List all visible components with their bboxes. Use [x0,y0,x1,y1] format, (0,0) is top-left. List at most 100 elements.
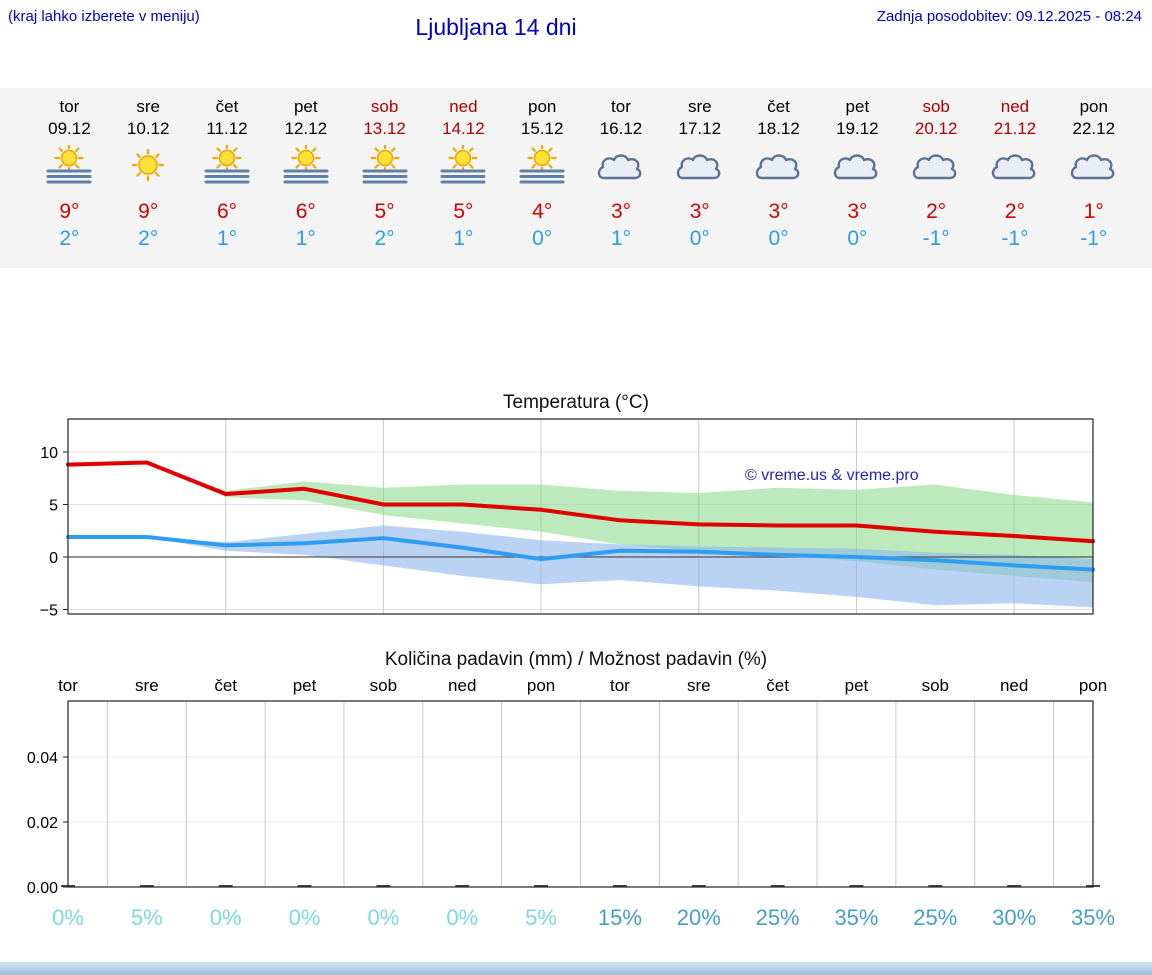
precip-probability: 0% [367,905,399,930]
cloud-icon [1054,145,1133,187]
temp-max: 2° [926,200,947,223]
precip-bar [612,885,627,887]
plot-border [67,700,1094,888]
forecast-day: sob 13.12 5° 2° [345,88,424,268]
temp-min: 0° [532,227,553,250]
day-date: 17.12 [678,119,722,138]
precip-day-label: sre [135,676,159,695]
y-tick-label: 5 [49,498,58,515]
precip-probability: 0% [446,905,478,930]
sun-over-fog-icon [266,145,345,187]
day-date: 16.12 [599,119,643,138]
precip-day-label: ned [448,676,476,695]
day-name: sre [136,97,160,116]
precip-chart: tor sre čet pet sob ned pon tor sre čet pet sob ned p… [27,676,1115,930]
page-title: Ljubljana 14 dni [415,14,577,40]
temp-min: -1° [922,227,950,250]
y-tick-label: 0.02 [27,815,58,832]
day-date: 21.12 [993,119,1037,138]
temp-max: 1° [1083,200,1104,223]
cloud-icon [818,145,897,187]
day-date: 14.12 [442,119,485,138]
precip-bar [139,885,154,887]
temp-max: 3° [610,200,632,223]
max-temp-line [66,460,1095,544]
day-date: 11.12 [206,119,248,138]
sun-over-fog-icon [424,145,503,187]
precip-probability: 35% [1071,905,1115,930]
precip-probability: 25% [756,905,800,930]
temp-max: 9° [59,200,80,223]
y-tick-label: 10 [40,445,58,462]
precip-day-label: pet [845,676,869,695]
day-date: 19.12 [836,119,879,138]
precip-day-label: tor [610,676,630,695]
forecast-day: pet 19.12 3° 0° [818,88,897,268]
precip-day-label: pon [527,676,555,695]
forecast-day: pon 22.12 1° -1° [1054,88,1133,268]
precip-day-label: tor [58,676,78,695]
precip-day-label: čet [766,676,789,695]
precip-bar [376,885,391,887]
y-tick-label: −5 [40,603,58,620]
temp-max: 6° [295,200,316,223]
day-name: pet [293,97,318,116]
forecast-day: sre 10.12 9° 2° [109,88,188,268]
cloud-icon [739,145,818,187]
forecast-day: tor 16.12 3° 1° [582,88,661,268]
y-tick-label: 0.04 [27,750,58,767]
temp-max: 3° [847,200,868,223]
day-name: čet [767,97,790,116]
sun-over-fog-icon [30,145,109,187]
temp-min: 1° [453,227,474,250]
temp-max: 3° [768,200,789,223]
temperature-chart-title: Temperatura (°C) [503,392,649,413]
precip-probability: 30% [992,905,1036,930]
cloud-icon [582,145,661,187]
menu-hint: (kraj lahko izberete v meniju) [8,8,200,25]
temperature-chart: −5 0 5 10 © vreme.us & vreme.pro [40,418,1095,620]
forecast-day: sob 20.12 2° -1° [897,88,976,268]
min-temp-range-band [68,525,1093,608]
precip-probability: 0% [52,905,84,930]
precip-probability: 0% [210,905,242,930]
temp-min: 1° [216,227,238,250]
precip-chart-title: Količina padavin (mm) / Možnost padavin … [384,649,768,670]
precip-probability: 20% [677,905,721,930]
precip-bar [455,885,470,887]
precip-probability: 15% [598,905,642,930]
day-name: sob [370,97,399,116]
y-tick-label: 0.00 [27,880,58,897]
precip-day-label: sob [370,676,397,695]
day-name: ned [449,97,478,116]
precip-bar [849,885,864,887]
day-name: čet [215,97,239,116]
temp-max: 3° [689,200,710,223]
temp-max: 4° [532,200,553,223]
temp-min: 1° [295,227,316,250]
forecast-day: ned 14.12 5° 1° [424,88,503,268]
temp-min: -1° [1080,227,1108,250]
watermark: © vreme.us & vreme.pro [745,467,919,484]
day-date: 10.12 [126,119,170,138]
precip-bar [1007,885,1022,887]
sun-over-fog-icon [345,145,424,187]
day-name: ned [1000,97,1030,116]
min-temp-line [66,535,1095,572]
temp-max: 5° [453,200,474,223]
forecast-day: sre 17.12 3° 0° [660,88,739,268]
forecast-day: ned 21.12 2° -1° [976,88,1055,268]
temp-min: 2° [59,227,80,250]
day-name: pon [1079,97,1108,116]
temp-min: 2° [138,227,159,250]
forecast-day: čet 18.12 3° 0° [739,88,818,268]
day-date: 18.12 [757,119,800,138]
day-date: 20.12 [914,119,958,138]
temp-max: 6° [216,200,238,223]
precip-day-label: sre [687,676,711,695]
precip-bar [770,885,785,887]
day-name: tor [59,97,80,116]
precip-probability: 5% [525,905,557,930]
temp-min: 0° [768,227,789,250]
forecast-day: pet 12.12 6° 1° [266,88,345,268]
